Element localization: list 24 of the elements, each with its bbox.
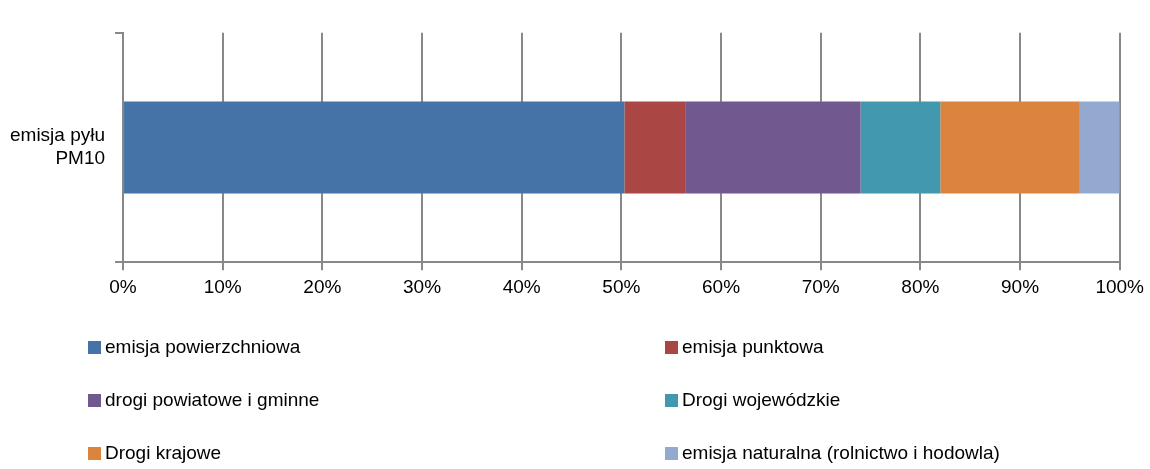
legend-label: emisja punktowa	[682, 336, 824, 358]
x-tick-label: 20%	[303, 275, 342, 297]
x-tick-label: 0%	[109, 275, 137, 297]
x-tick-label: 60%	[702, 275, 741, 297]
bar	[124, 101, 625, 194]
x-tick-label: 70%	[801, 275, 840, 297]
bar	[860, 101, 941, 194]
x-tick-label: 40%	[502, 275, 541, 297]
bar	[1079, 101, 1120, 194]
legend-label: Drogi wojewódzkie	[682, 389, 841, 411]
bar	[685, 101, 861, 194]
x-tick-label: 30%	[403, 275, 442, 297]
bar	[624, 101, 686, 194]
y-tick-label: emisja pyłu PM10	[9, 124, 106, 169]
x-tick-label: 100%	[1095, 275, 1145, 297]
bar	[940, 101, 1080, 194]
legend-label: emisja naturalna (rolnictwo i hodowla)	[682, 442, 1000, 464]
x-tick-label: 80%	[901, 275, 940, 297]
legend-label: emisja powierzchniowa	[105, 336, 301, 358]
legend-label: Drogi krajowe	[105, 442, 222, 464]
x-tick-label: 50%	[602, 275, 641, 297]
legend-label: drogi powiatowe i gminne	[105, 389, 320, 411]
x-tick-label: 90%	[1001, 275, 1040, 297]
x-tick-label: 10%	[203, 275, 242, 297]
